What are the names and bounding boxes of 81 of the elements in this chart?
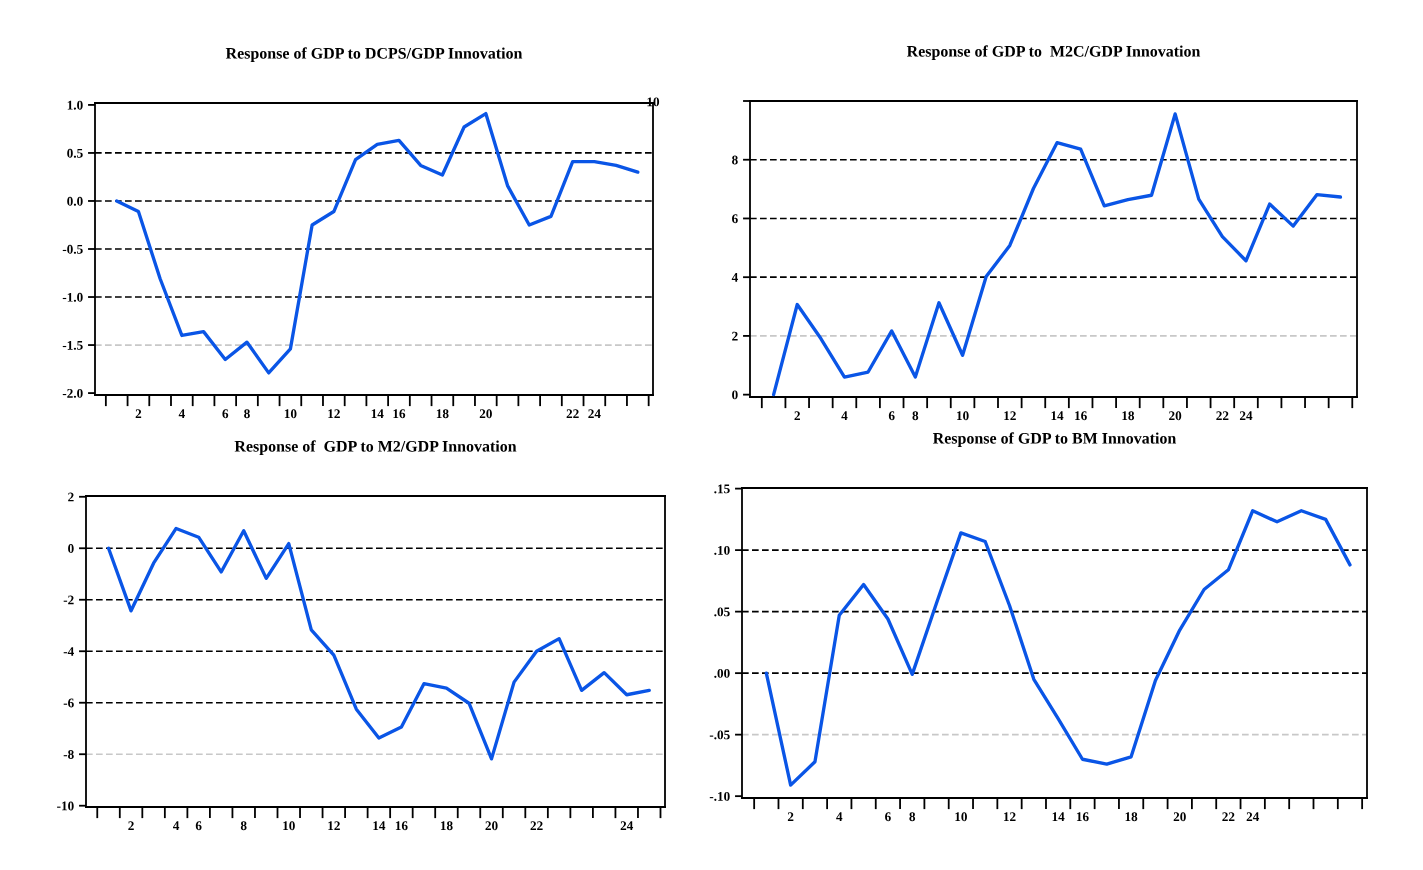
x-tick-label: 24 (1239, 411, 1253, 421)
x-tick-label: 20 (1173, 812, 1186, 822)
chart-title: Response of GDP to M2/GDP Innovation (234, 440, 517, 455)
x-tick-label: 16 (1076, 812, 1089, 822)
y-tick-label: -2.0 (62, 388, 83, 398)
x-tick-label: 22 (566, 409, 579, 419)
y-tick-label: -10 (57, 801, 74, 811)
x-tick-label: 22 (1216, 411, 1229, 421)
y-tick-label: -4 (63, 647, 74, 656)
x-tick-label: 8 (244, 409, 250, 419)
x-tick-label: 4 (178, 409, 185, 419)
x-tick-label: 10 (957, 411, 969, 421)
chart-title: Response of GDP to BM Innovation (932, 432, 1177, 447)
x-tick-label: 12 (1004, 411, 1016, 421)
y-tick-label: 4 (731, 273, 738, 282)
x-tick-label: 2 (135, 409, 142, 419)
y-tick-label: -1.0 (62, 292, 83, 302)
y-tick-label: 0.0 (67, 196, 83, 206)
line-series (764, 509, 1352, 787)
x-tick-label: 6 (195, 821, 202, 831)
y-tick-label: 6 (732, 214, 738, 224)
x-tick-label: 14 (1051, 411, 1064, 421)
x-tick-label: 18 (436, 409, 449, 419)
x-tick-label: 14 (373, 821, 386, 831)
x-tick-label: 18 (440, 821, 453, 831)
x-tick-label: 24 (1246, 812, 1260, 822)
x-tick-label: 6 (885, 812, 891, 822)
x-tick-label: 8 (240, 821, 247, 831)
x-tick-label: 8 (912, 411, 919, 421)
x-tick-label: 6 (888, 411, 895, 421)
x-tick-label: 22 (1222, 812, 1235, 822)
y-tick-label: -0.5 (62, 244, 83, 254)
x-tick-label: 4 (841, 411, 848, 421)
y-tick-label: -.05 (709, 730, 730, 740)
y-tick-label: 0 (732, 390, 738, 400)
x-tick-label: 24 (620, 821, 634, 831)
chart-title: Response of GDP to M2C/GDP Innovation (906, 45, 1201, 60)
x-tick-label: 2 (787, 812, 794, 822)
y-tick-label: 0.5 (67, 148, 83, 158)
y-tick-label: -1.5 (62, 340, 83, 350)
x-tick-label: 20 (1169, 411, 1182, 421)
x-tick-label: 20 (485, 821, 498, 831)
x-tick-label: 18 (1125, 812, 1138, 822)
y-tick-label: -2 (63, 595, 74, 605)
y-tick-label: .00 (714, 668, 730, 678)
x-tick-label: 18 (1122, 411, 1135, 421)
x-tick-label: 4 (836, 812, 843, 822)
line-series (771, 112, 1343, 397)
x-tick-label: 14 (371, 409, 384, 419)
x-tick-label: 10 (284, 409, 297, 419)
y-tick-label: 0 (68, 544, 74, 553)
y-tick-label: 2 (68, 492, 74, 502)
y-tick-label: 2 (732, 331, 738, 341)
x-tick-label: 12 (328, 409, 340, 419)
x-tick-label: 10 (955, 812, 967, 822)
x-tick-label: 16 (1075, 411, 1087, 421)
x-tick-label: 20 (479, 409, 492, 419)
y-tick-label: -.10 (709, 791, 730, 801)
y-tick-label: .15 (714, 484, 730, 494)
chart-title: Response of GDP to DCPS/GDP Innovation (225, 47, 523, 62)
y-tick-label: .10 (714, 545, 730, 555)
x-tick-label: 8 (909, 812, 916, 822)
x-tick-label: 6 (222, 409, 229, 419)
x-tick-label: 22 (530, 821, 543, 831)
x-tick-label: 16 (395, 821, 408, 831)
x-tick-label: 14 (1052, 812, 1065, 822)
y-tick-label: 1.0 (67, 100, 83, 110)
x-tick-label: 16 (393, 409, 406, 419)
x-tick-label: 24 (588, 409, 601, 419)
x-tick-label: 2 (794, 411, 800, 421)
line-series (106, 526, 651, 761)
x-tick-label: 12 (1003, 812, 1016, 822)
y-tick-label: .05 (714, 607, 730, 617)
x-tick-label: 4 (173, 821, 180, 831)
y-tick-label: -6 (63, 698, 74, 708)
y-tick-label: 8 (732, 155, 738, 165)
line-series (115, 111, 640, 375)
x-tick-label: 12 (328, 821, 340, 831)
y-tick-label: -8 (63, 750, 74, 759)
x-tick-label: 10 (283, 821, 295, 831)
x-tick-label: 2 (128, 821, 134, 831)
